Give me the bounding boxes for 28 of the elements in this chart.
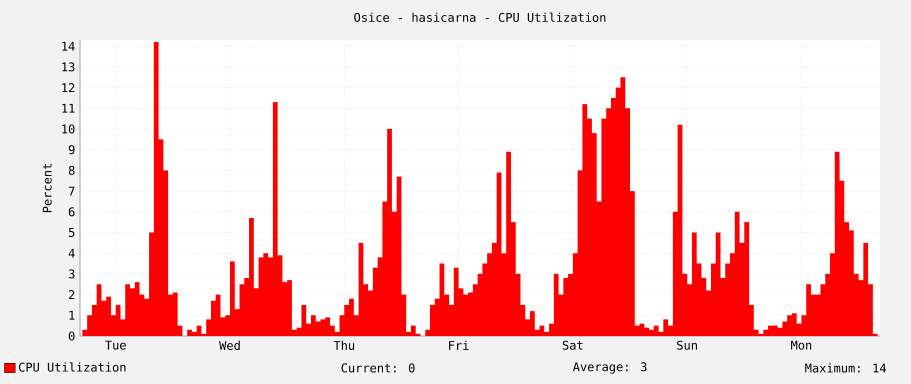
y-tick-label: 0 [68, 331, 75, 341]
text: Average: 3 [572, 362, 646, 374]
y-tick-label: 4 [68, 248, 75, 258]
x-tick-label: Wed [219, 340, 240, 350]
y-tick-label: 6 [68, 207, 75, 216]
y-tick-label: 7 [68, 186, 74, 196]
y-tick-label: 14 [62, 42, 75, 51]
chart-title: Osice - hasicarna - CPU Utilization [354, 12, 606, 22]
y-tick-label: 9 [68, 145, 74, 154]
y-axis-title: Percent [42, 164, 52, 212]
y-tick-label: 3 [68, 269, 74, 278]
y-tick-label: 2 [68, 290, 74, 300]
text: Current: 0 [342, 363, 415, 372]
y-tick-label: 1 [70, 310, 74, 320]
x-tick-label: Sun [677, 340, 697, 350]
y-tick-label: 10 [62, 124, 75, 134]
x-tick-label: Tue [105, 340, 126, 350]
x-tick-label: Sat [562, 340, 583, 350]
x-tick-label: Thu [334, 340, 354, 350]
x-tick-label: Mon [791, 340, 812, 350]
y-tick-label: 5 [68, 228, 74, 237]
legend-label: CPU Utilization [18, 362, 126, 372]
y-tick-label: 8 [68, 166, 75, 175]
x-tick-label: Fri [449, 340, 469, 350]
y-tick-label: 13 [62, 62, 74, 72]
y-tick-label: 12 [62, 83, 74, 92]
text: Maximum: 14 [805, 363, 886, 373]
y-tick-label: 11 [62, 104, 74, 113]
